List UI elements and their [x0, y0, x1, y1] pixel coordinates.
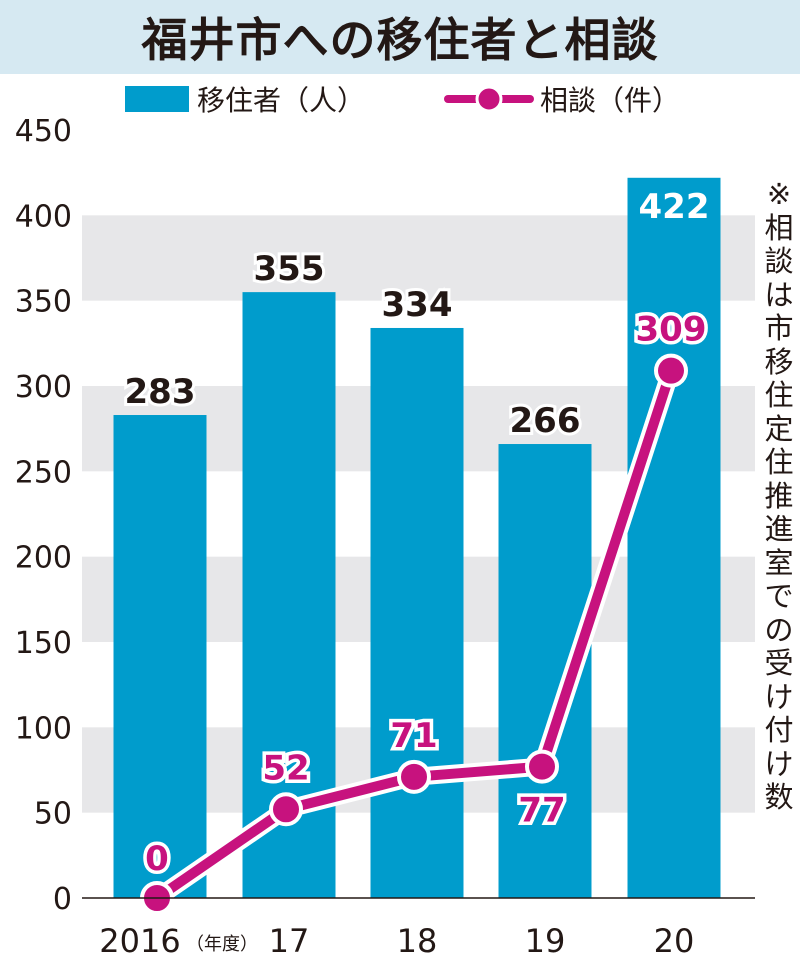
footnote: ※相談は市移住定住推進室での受け付け数: [764, 177, 794, 814]
y-tick-label: 0: [53, 882, 72, 917]
line-value-label: 52: [262, 748, 309, 788]
title-bar: 福井市への移住者と相談: [0, 0, 800, 74]
y-tick-label: 350: [15, 285, 72, 320]
legend-bar-swatch: [125, 86, 189, 112]
bar-value-label: 266: [510, 401, 581, 441]
y-tick-label: 400: [15, 199, 72, 234]
bar-18: [370, 327, 464, 898]
x-axis: 2016 17 18 19 20: [82, 897, 755, 960]
y-tick-label: 200: [15, 541, 72, 576]
legend: 移住者（人） 相談（件）: [125, 84, 680, 117]
line-point-20: [654, 353, 688, 388]
y-tick-label: 100: [15, 711, 72, 746]
line-point-18: [397, 759, 431, 794]
bar-value-label: 355: [254, 249, 325, 289]
bar-value-label: 422: [639, 187, 710, 227]
y-tick-label: 300: [15, 370, 72, 405]
chart-title: 福井市への移住者と相談: [141, 13, 659, 67]
bar-value-label: 283: [125, 372, 196, 412]
legend-line-label: 相談（件）: [540, 84, 680, 117]
bar-20: [627, 177, 721, 898]
x-tick-label: 20: [654, 922, 695, 960]
line-value-label: 71: [390, 716, 437, 756]
x-unit-label: （年度）: [186, 934, 258, 955]
line-value-label: 77: [518, 791, 565, 831]
x-tick-label: 2016: [99, 922, 180, 960]
y-tick-label: 450: [15, 114, 72, 149]
y-tick-label: 150: [15, 626, 72, 661]
line-series: 0 52 71 77 309: [140, 306, 710, 915]
y-axis: 450 400 350 300 250 200 150 100 50 0: [15, 114, 72, 917]
bar-value-label: 334: [382, 285, 453, 325]
legend-bar-label: 移住者（人）: [197, 84, 365, 117]
bar-2016: [113, 415, 207, 898]
line-point-19: [525, 749, 559, 784]
line-value-label: 309: [636, 310, 707, 350]
line-value-label: 0: [145, 839, 169, 879]
y-tick-label: 50: [34, 797, 72, 832]
x-tick-label: 19: [525, 922, 566, 960]
legend-line-marker: [475, 85, 503, 113]
x-tick-label: 17: [269, 922, 310, 960]
bar-labels: 283 355 334 266 422: [122, 187, 710, 444]
line-point-17: [269, 792, 303, 827]
y-tick-label: 250: [15, 455, 72, 490]
x-tick-label: 18: [397, 922, 438, 960]
